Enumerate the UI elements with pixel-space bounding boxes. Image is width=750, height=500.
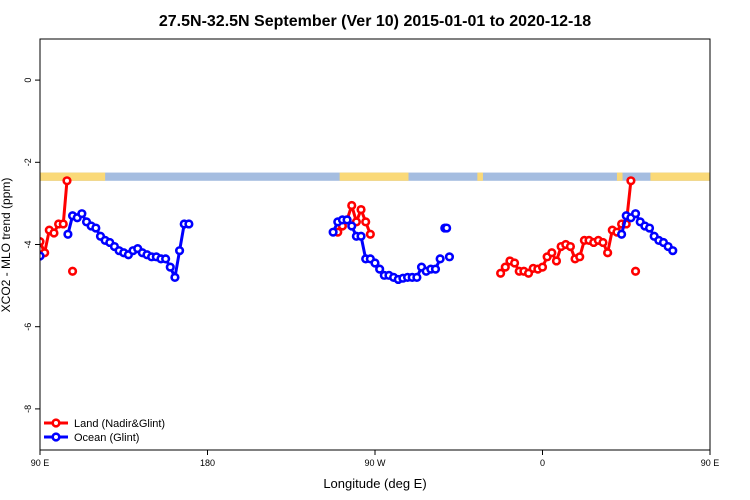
y-tick-label: 0 — [23, 78, 33, 83]
data-point — [430, 264, 441, 274]
data-point — [342, 215, 352, 225]
y-tick-label: -2 — [23, 158, 33, 166]
data-point — [58, 219, 68, 229]
data-point — [603, 248, 613, 258]
data-point — [63, 229, 73, 239]
data-point — [575, 252, 585, 262]
data-point — [616, 229, 627, 239]
chart-title: 27.5N-32.5N September (Ver 10) 2015-01-0… — [159, 13, 591, 30]
y-tick-label: -4 — [23, 240, 33, 248]
data-point — [442, 223, 452, 233]
land-segment — [40, 172, 106, 181]
x-tick-label: 180 — [200, 458, 215, 468]
data-point — [49, 228, 59, 238]
data-point — [365, 229, 375, 239]
data-point — [356, 204, 366, 215]
data-point — [67, 266, 78, 276]
x-tick-label: 90 W — [364, 458, 386, 468]
data-point — [630, 209, 641, 219]
land-segment — [650, 172, 710, 181]
land-segment — [339, 172, 409, 181]
data-point — [547, 248, 557, 258]
data-point — [551, 256, 562, 266]
land-ocean-strip — [40, 172, 710, 181]
data-point — [165, 262, 175, 272]
data-point — [435, 254, 445, 264]
data-point — [496, 268, 506, 278]
data-point — [668, 246, 678, 256]
data-point — [161, 254, 171, 264]
legend-marker — [51, 418, 61, 428]
data-point — [356, 231, 366, 241]
data-point — [412, 272, 422, 282]
data-point — [347, 200, 357, 211]
data-point — [370, 258, 380, 268]
legend-label: Ocean (Glint) — [74, 432, 139, 444]
x-tick-label: 0 — [540, 458, 545, 468]
data-point — [375, 264, 385, 274]
x-axis: 90 E 180 90 W 0 90 E — [31, 450, 720, 468]
data-point — [91, 223, 101, 233]
data-point — [184, 219, 194, 229]
data-point — [509, 258, 520, 268]
y-axis-label: XCO2 - MLO trend (ppm) — [0, 178, 13, 313]
legend: Land (Nadir&Glint) Ocean (Glint) — [44, 418, 165, 444]
data-point — [174, 246, 185, 256]
series-layer — [40, 176, 678, 285]
series-land — [40, 176, 641, 278]
y-tick-label: -8 — [23, 405, 33, 413]
legend-label: Land (Nadir&Glint) — [74, 418, 165, 430]
data-point — [644, 223, 655, 233]
series-ocean — [40, 209, 678, 285]
data-point — [626, 176, 636, 186]
data-point — [500, 262, 510, 272]
land-segment — [477, 172, 483, 181]
data-point — [328, 227, 338, 237]
data-point — [537, 262, 548, 272]
data-point — [565, 241, 576, 252]
data-point — [444, 252, 455, 262]
y-tick-label: -6 — [23, 323, 33, 331]
data-point — [62, 176, 72, 186]
x-tick-label: 90 E — [701, 458, 720, 468]
data-point — [347, 221, 357, 231]
data-point — [361, 217, 371, 227]
land-segment — [616, 172, 623, 181]
y-axis: 0 -2 -4 -6 -8 — [23, 78, 40, 413]
legend-marker — [51, 432, 61, 442]
x-tick-label: 90 E — [31, 458, 50, 468]
x-axis-label: Longitude (deg E) — [323, 476, 426, 491]
data-point — [77, 209, 87, 219]
data-point — [598, 237, 608, 248]
data-point — [170, 272, 180, 282]
data-point — [630, 266, 641, 276]
